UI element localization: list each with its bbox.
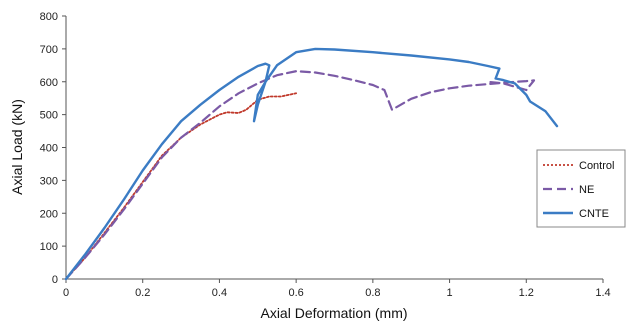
y-axis-title: Axial Load (kN) [9, 99, 25, 195]
series-line-cnte [64, 47, 559, 281]
y-tick-label: 200 [40, 208, 58, 220]
x-tick-label: 0 [63, 287, 69, 299]
y-tick-label: 100 [40, 241, 58, 253]
legend-label-ne: NE [579, 184, 594, 196]
series [64, 47, 559, 281]
x-tick-label: 0.8 [365, 287, 380, 299]
legend-label-cnte: CNTE [579, 208, 609, 220]
axes [65, 16, 603, 280]
y-tick-label: 600 [40, 77, 58, 89]
x-ticks: 0 0.2 0.4 0.6 0.8 1 1.2 1.4 [63, 279, 611, 299]
y-tick-label: 0 [52, 274, 58, 286]
y-tick-label: 300 [40, 175, 58, 187]
legend-label-control: Control [579, 160, 614, 172]
y-tick-label: 700 [40, 44, 58, 56]
y-tick-label: 500 [40, 110, 58, 122]
x-tick-label: 0.4 [212, 287, 227, 299]
x-tick-label: 1.2 [519, 287, 534, 299]
x-tick-label: 0.6 [288, 287, 303, 299]
x-tick-label: 0.2 [135, 287, 150, 299]
series-line-ne [64, 70, 536, 281]
x-axis-title: Axial Deformation (mm) [260, 305, 407, 321]
y-tick-label: 400 [40, 143, 58, 155]
legend: Control NE CNTE [536, 149, 626, 228]
y-ticks: 0 100 200 300 400 500 600 700 800 [40, 11, 66, 286]
x-tick-label: 1 [447, 287, 453, 299]
y-tick-label: 800 [40, 11, 58, 23]
x-tick-label: 1.4 [595, 287, 610, 299]
